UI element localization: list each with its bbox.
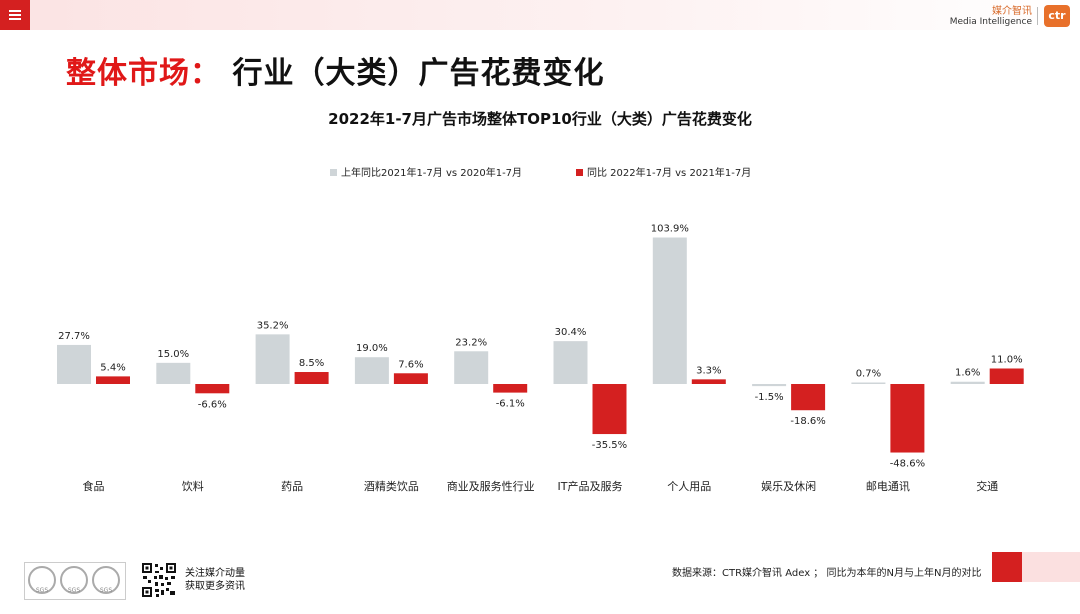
bar-0-3 [354,357,389,384]
footer-pink-block [1022,552,1080,582]
category-label-3: 酒精类饮品 [364,479,419,493]
data-label-0-8: 0.7% [856,369,881,380]
bar-1-4 [493,384,528,393]
category-label-4: 商业及服务性行业 [447,479,535,493]
data-label-1-5: -35.5% [592,440,627,451]
data-label-1-8: -48.6% [890,459,925,470]
bar-0-5 [553,341,588,384]
data-label-1-2: 8.5% [299,358,324,369]
qr-caption-line2: 获取更多资讯 [185,581,245,592]
sgs-badge-icon: SGS [28,566,56,594]
menu-icon [9,10,21,12]
ctr-logo: ctr [1044,5,1070,27]
data-label-1-9: 11.0% [991,354,1023,365]
legend-label-0: 上年同比2021年1-7月 vs 2020年1-7月 [341,166,522,179]
sgs-badge-icon: SGS [92,566,120,594]
data-label-0-2: 35.2% [257,320,289,331]
bar-0-1 [156,362,191,384]
category-label-1: 饮料 [182,479,204,493]
certification-badges: SGS SGS SGS [24,562,126,600]
bar-0-2 [255,334,290,384]
top-bar [0,0,1080,30]
data-label-0-6: 103.9% [651,224,689,235]
bar-0-6 [652,237,687,384]
category-label-6: 个人用品 [667,480,711,493]
bar-chart: 上年同比2021年1-7月 vs 2020年1-7月 同比 2022年1-7月 v… [57,166,1024,493]
bar-1-9 [989,368,1024,384]
qr-caption: 关注媒介动量 获取更多资讯 [185,567,245,593]
bar-1-3 [393,373,428,384]
data-label-0-5: 30.4% [555,327,587,338]
category-label-5: IT产品及服务 [558,479,623,493]
data-label-1-4: -6.1% [496,399,525,410]
bar-1-1 [195,384,230,394]
page-title-sub: 行业（大类）广告花费变化 [232,56,605,91]
data-label-0-3: 19.0% [356,343,388,354]
page-title-main: 整体市场： [66,56,221,91]
page-title: 整体市场： 行业（大类）广告花费变化 [66,48,604,92]
data-label-0-9: 1.6% [955,368,980,379]
category-label-8: 邮电通讯 [866,480,910,493]
brand-cn: 媒介智讯 [992,6,1032,17]
data-label-1-0: 5.4% [100,362,125,373]
sgs-badge-icon: SGS [60,566,88,594]
menu-icon-line [9,18,21,20]
brand: 媒介智讯 Media Intelligence [950,6,1032,28]
qr-code-icon[interactable] [141,562,177,598]
footer-red-block [992,552,1022,582]
brand-divider [1037,7,1038,25]
category-label-0: 食品 [83,479,105,493]
bar-1-6 [691,379,726,384]
data-label-0-7: -1.5% [755,392,784,403]
qr-caption-line1: 关注媒介动量 [185,568,245,579]
bar-1-8 [890,384,925,453]
menu-button[interactable] [0,0,30,30]
menu-icon-line [9,14,21,16]
bar-1-2 [294,372,329,384]
data-label-0-4: 23.2% [455,337,487,348]
data-label-1-6: 3.3% [696,365,721,376]
bar-0-9 [950,381,985,384]
bar-0-8 [851,382,886,384]
legend-swatch-1 [576,169,583,176]
bar-1-5 [592,384,627,435]
bar-0-0 [57,344,91,384]
data-label-1-7: -18.6% [790,416,825,427]
chart-title: 2022年1-7月广告市场整体TOP10行业（大类）广告花费变化 [328,110,752,128]
brand-en: Media Intelligence [949,17,1032,27]
bar-0-7 [752,384,787,387]
data-label-0-0: 27.7% [58,331,90,342]
data-label-1-3: 7.6% [398,359,423,370]
legend-label-1: 同比 2022年1-7月 vs 2021年1-7月 [587,166,751,179]
category-label-7: 娱乐及休闲 [761,479,816,493]
legend-swatch-0 [330,169,337,176]
data-source-note: 数据来源：CTR媒介智讯 Adex ； 同比为本年的N月与上年N月的对比 [672,568,982,579]
data-label-0-1: 15.0% [157,349,189,360]
bar-1-7 [791,384,826,411]
category-label-2: 药品 [281,480,303,493]
bar-1-0 [96,376,130,384]
data-label-1-1: -6.6% [198,399,227,410]
category-label-9: 交通 [976,479,998,493]
bar-0-4 [454,351,489,384]
